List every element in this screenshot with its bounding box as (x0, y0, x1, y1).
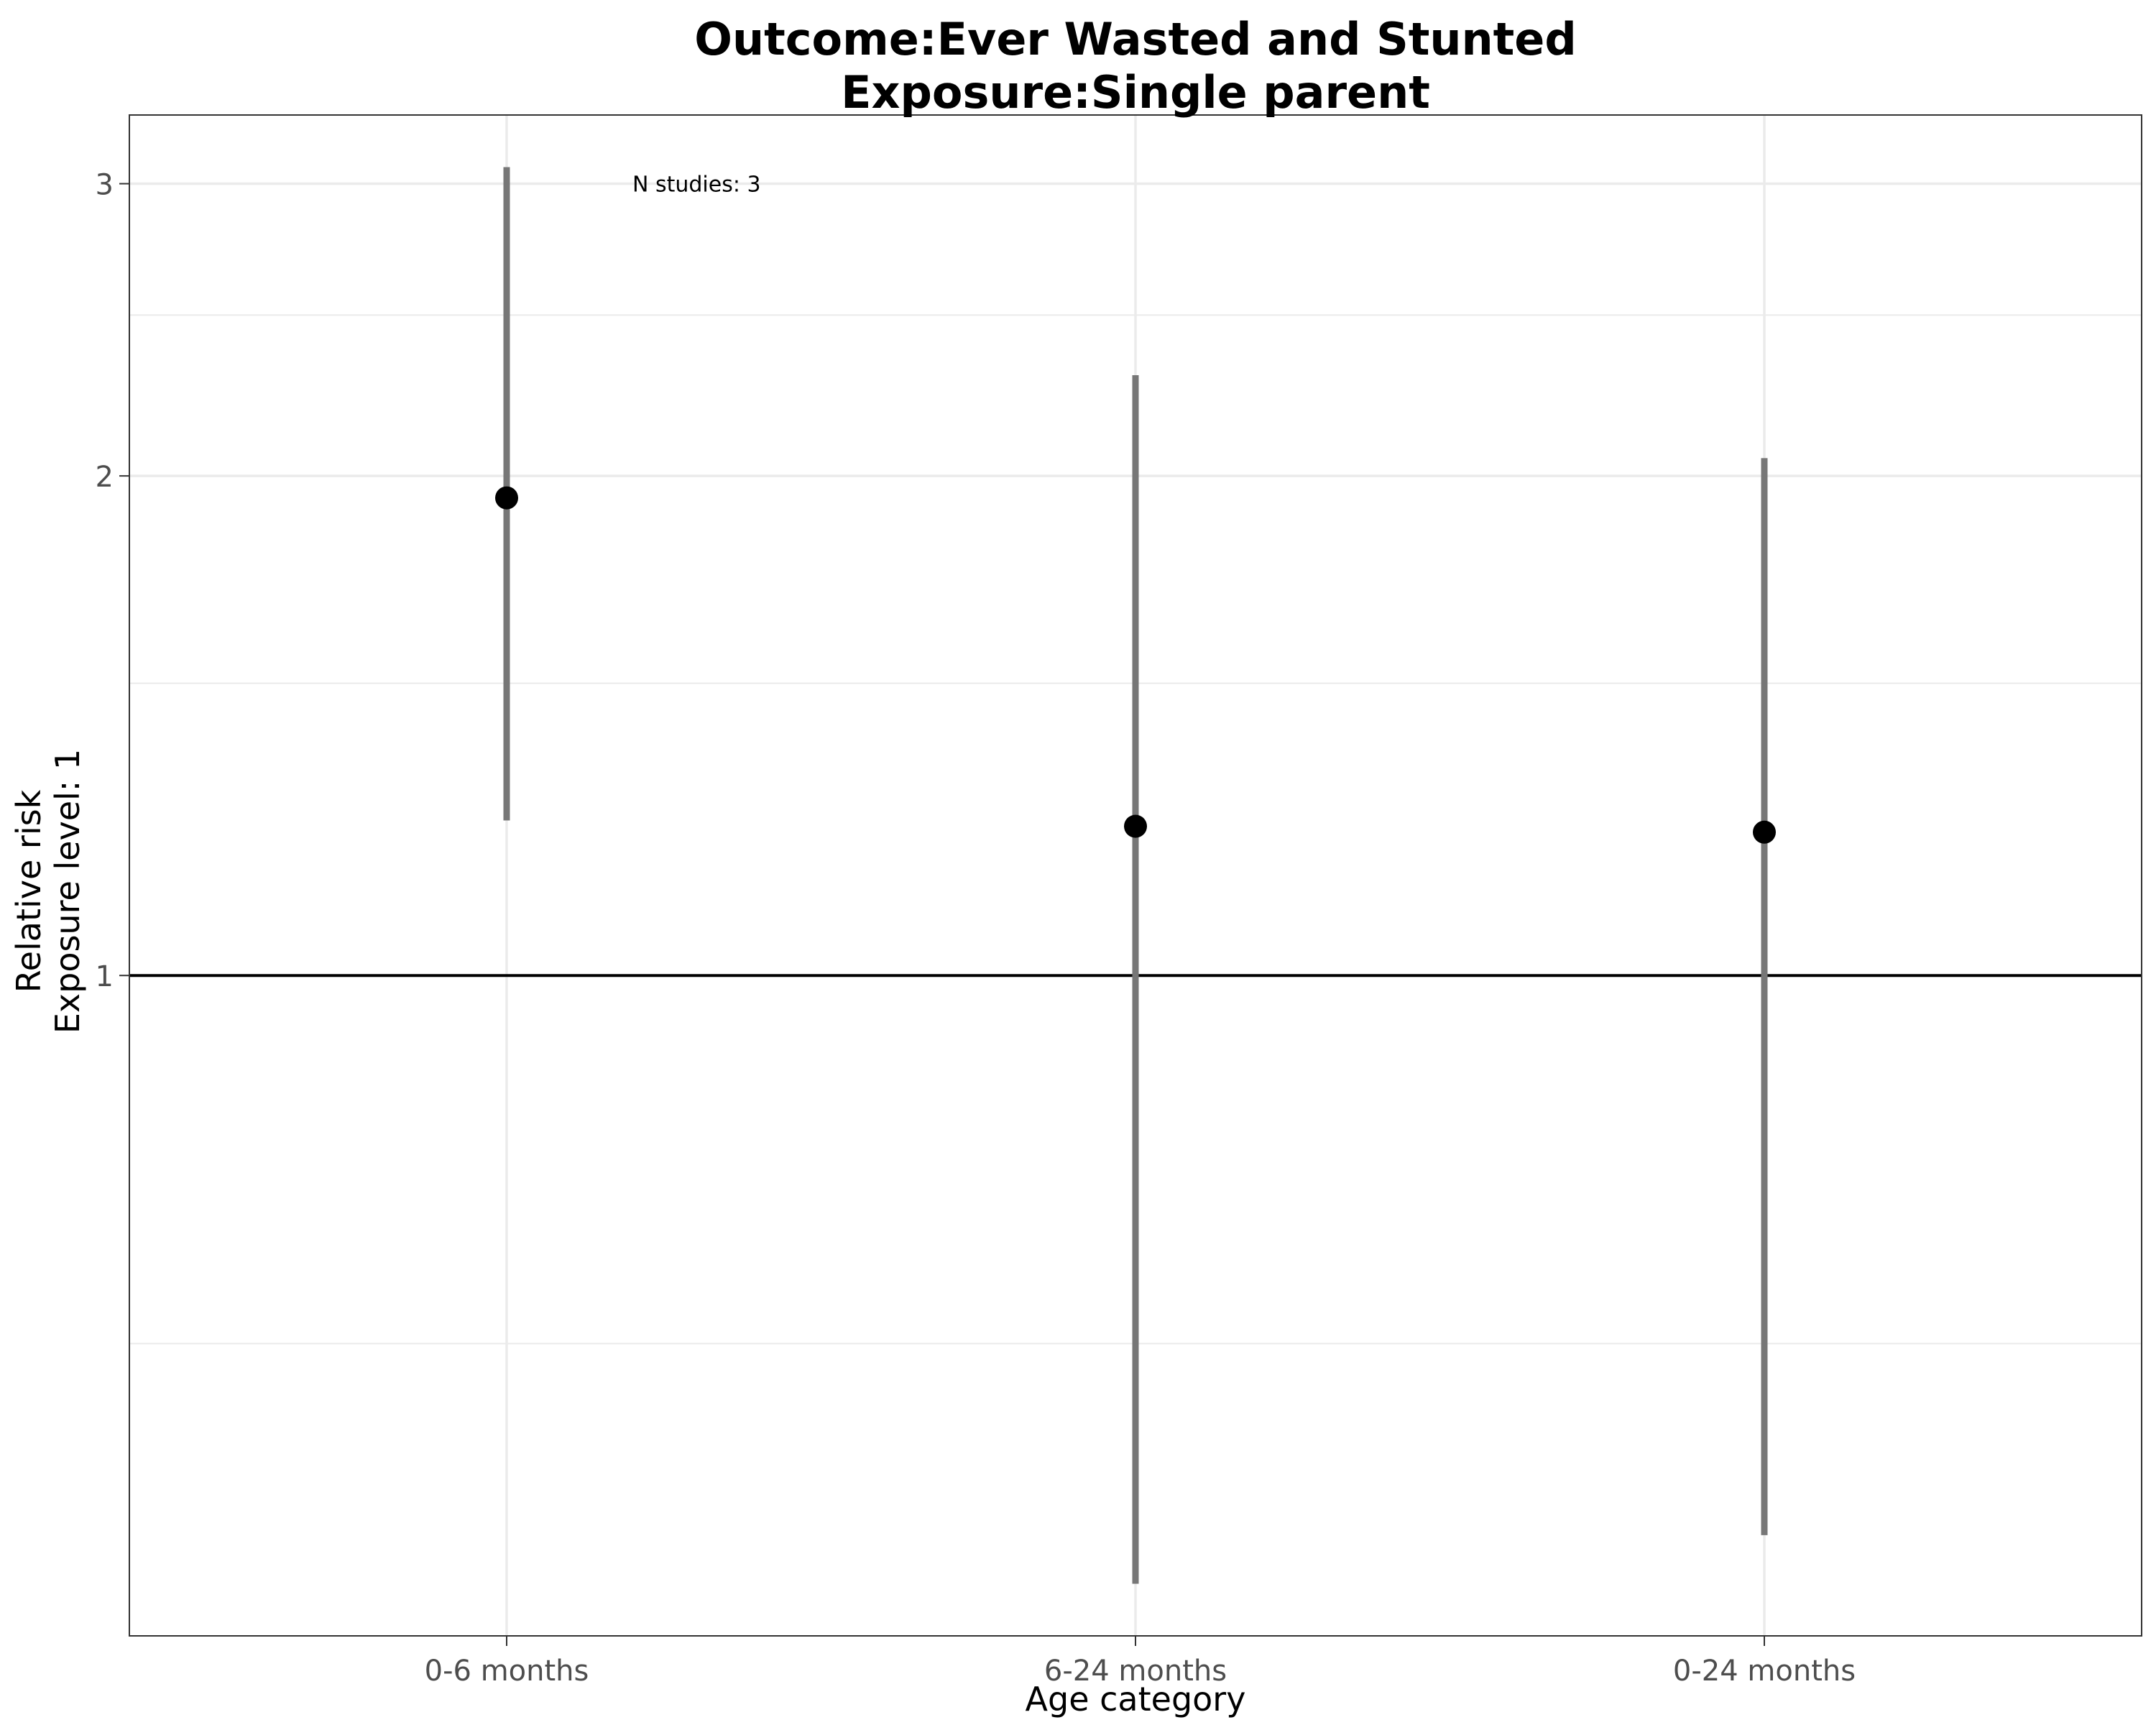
x-axis: 0-6 months 6-24 months 0-24 months (425, 1636, 1856, 1688)
y-axis-title-line-1: Relative risk (9, 789, 48, 993)
chart-title-line-1: Outcome:Ever Wasted and Stunted (694, 13, 1576, 65)
x-axis-title: Age category (1026, 1680, 1246, 1719)
point-estimate-0 (495, 486, 518, 510)
y-tick-label-1: 2 (96, 461, 114, 494)
annotation-0: N studies: 3 (632, 172, 761, 198)
x-tick-label-2: 0-24 months (1673, 1655, 1856, 1688)
y-axis: 1 2 3 (96, 169, 129, 993)
point-estimate-2 (1753, 820, 1776, 844)
annotation-layer: N studies: 3 (632, 172, 761, 198)
x-tick-label-1: 6-24 months (1044, 1655, 1227, 1688)
point-layer (495, 486, 1776, 844)
y-tick-label-2: 3 (96, 169, 114, 202)
y-tick-label-0: 1 (96, 960, 114, 993)
y-axis-title-line-2: Exposure level: 1 (48, 749, 87, 1034)
chart-title-line-2: Exposure:Single parent (841, 66, 1430, 119)
point-estimate-1 (1124, 814, 1147, 838)
x-tick-label-0: 0-6 months (425, 1655, 589, 1688)
